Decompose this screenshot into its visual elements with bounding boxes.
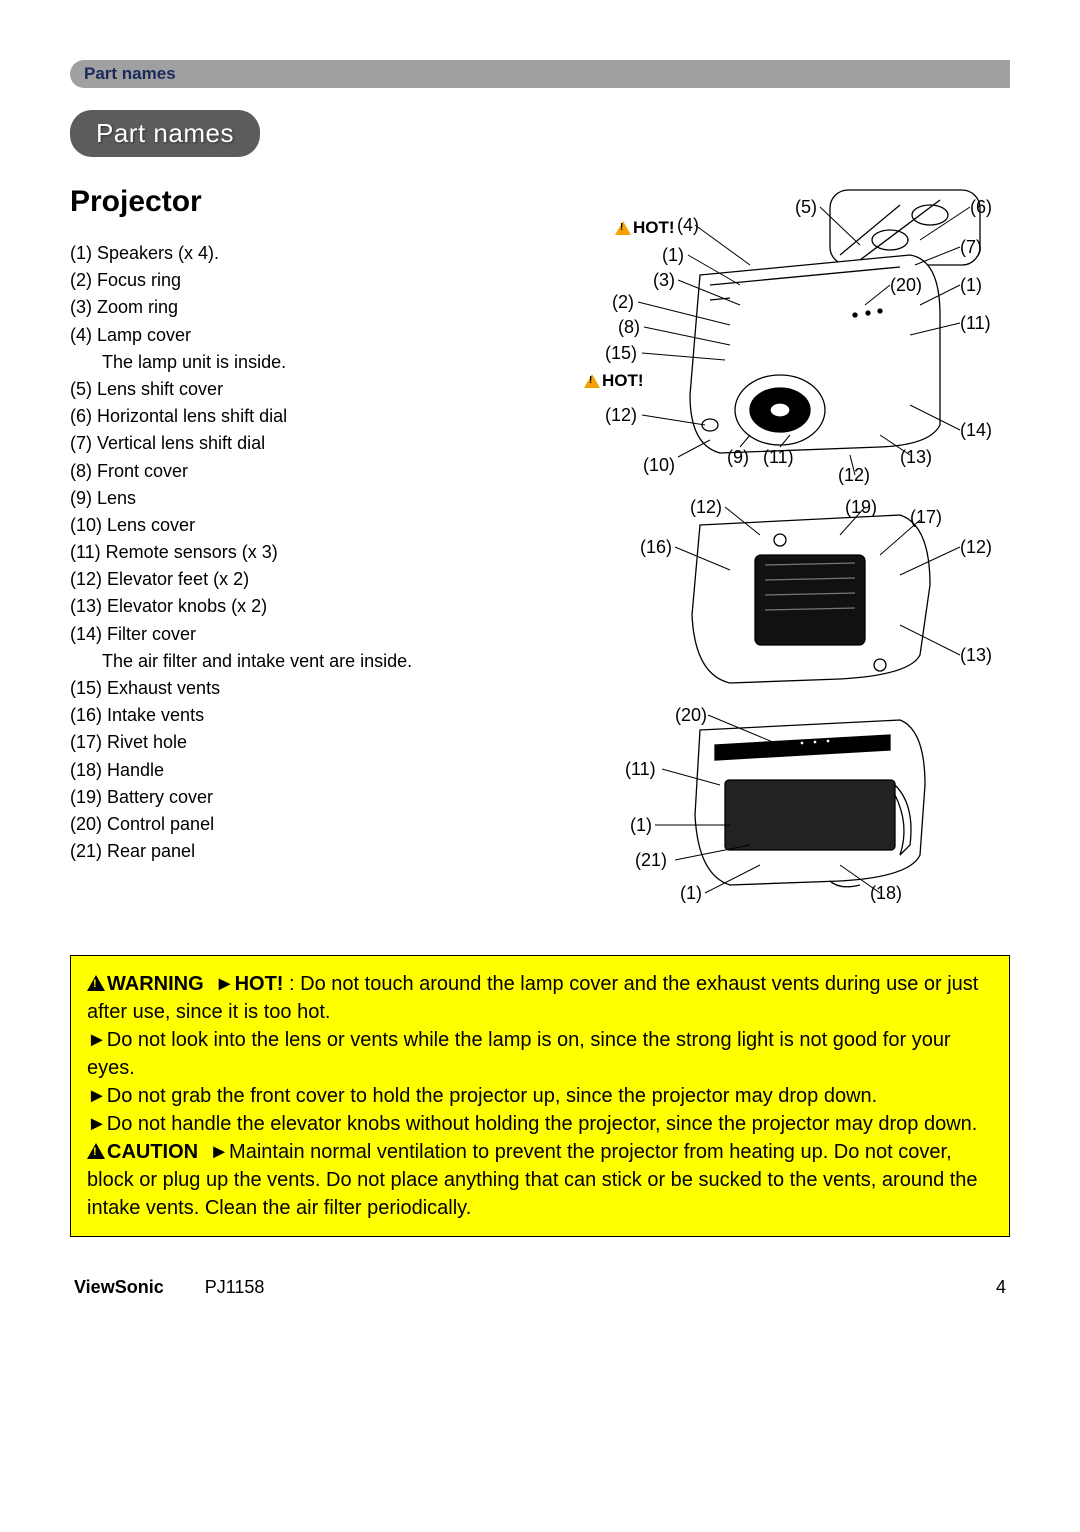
- diagram-callout: (2): [612, 292, 634, 313]
- parts-list: (1) Speakers (x 4).(2) Focus ring(3) Zoo…: [70, 241, 560, 864]
- content-row: Projector (1) Speakers (x 4).(2) Focus r…: [70, 185, 1010, 925]
- diagram-callout: (1): [662, 245, 684, 266]
- diagram-callout: (15): [605, 343, 637, 364]
- warning-bullets: ►Do not look into the lens or vents whil…: [87, 1026, 993, 1138]
- right-column: HOT!HOT!(4)(5)(6)(1)(7)(3)(20)(1)(2)(8)(…: [580, 185, 1010, 925]
- warning-bullet: ►Do not handle the elevator knobs withou…: [87, 1110, 993, 1138]
- page-footer: ViewSonic PJ1158 4: [70, 1277, 1010, 1298]
- parts-list-item: (20) Control panel: [70, 812, 560, 837]
- header-bar: Part names: [70, 60, 1010, 88]
- parts-list-item: (8) Front cover: [70, 459, 560, 484]
- caution-label: CAUTION: [107, 1141, 198, 1163]
- hot-label: HOT!: [584, 371, 644, 391]
- diagram-callout: (13): [960, 645, 992, 666]
- left-column: Projector (1) Speakers (x 4).(2) Focus r…: [70, 185, 560, 925]
- diagram-callout: (7): [960, 237, 982, 258]
- warning-icon: [87, 975, 105, 991]
- hot-text: HOT!: [602, 371, 644, 391]
- hot-label: HOT!: [615, 218, 675, 238]
- diagram-callout: (18): [870, 883, 902, 904]
- parts-list-item: (9) Lens: [70, 486, 560, 511]
- parts-list-item: (12) Elevator feet (x 2): [70, 567, 560, 592]
- diagram-callout: (8): [618, 317, 640, 338]
- header-bar-text: Part names: [84, 64, 176, 83]
- diagram-callout: (20): [675, 705, 707, 726]
- parts-list-item: (5) Lens shift cover: [70, 377, 560, 402]
- parts-list-item: The air filter and intake vent are insid…: [102, 649, 560, 674]
- footer-left: ViewSonic PJ1158: [74, 1277, 264, 1298]
- hot-triangle-icon: [584, 374, 600, 388]
- diagram-callout: (11): [960, 313, 991, 334]
- caution-icon: [87, 1143, 105, 1159]
- diagram-callout: (1): [680, 883, 702, 904]
- parts-list-item: (11) Remote sensors (x 3): [70, 540, 560, 565]
- arrow-icon: ►: [209, 1141, 229, 1163]
- parts-list-item: (21) Rear panel: [70, 839, 560, 864]
- parts-list-item: The lamp unit is inside.: [102, 350, 560, 375]
- warning-box: WARNING ►HOT! : Do not touch around the …: [70, 955, 1010, 1237]
- parts-list-item: (3) Zoom ring: [70, 295, 560, 320]
- warning-bullet: ►Do not grab the front cover to hold the…: [87, 1082, 993, 1110]
- diagram-callout: (10): [643, 455, 675, 476]
- parts-list-item: (14) Filter cover: [70, 622, 560, 647]
- diagram-callout: (12): [838, 465, 870, 486]
- warning-bullet: ►Do not look into the lens or vents whil…: [87, 1026, 993, 1082]
- parts-list-item: (19) Battery cover: [70, 785, 560, 810]
- diagram-callout: (11): [625, 759, 656, 780]
- diagram-callout: (1): [960, 275, 982, 296]
- diagram-callout: (13): [900, 447, 932, 468]
- parts-list-item: (2) Focus ring: [70, 268, 560, 293]
- diagram-callout: (17): [910, 507, 942, 528]
- diagram-callout: (12): [960, 537, 992, 558]
- hot-text: HOT!: [633, 218, 675, 238]
- warning-label: WARNING: [107, 973, 204, 995]
- diagram-callout: (6): [970, 197, 992, 218]
- hot-label: HOT!: [235, 973, 284, 995]
- parts-list-item: (16) Intake vents: [70, 703, 560, 728]
- footer-page: 4: [996, 1277, 1006, 1298]
- projector-diagram: HOT!HOT!(4)(5)(6)(1)(7)(3)(20)(1)(2)(8)(…: [580, 185, 1010, 925]
- footer-brand: ViewSonic: [74, 1277, 164, 1297]
- diagram-callout: (20): [890, 275, 922, 296]
- diagram-callout: (14): [960, 420, 992, 441]
- hot-triangle-icon: [615, 221, 631, 235]
- parts-list-item: (18) Handle: [70, 758, 560, 783]
- diagram-callout: (5): [795, 197, 817, 218]
- parts-list-item: (13) Elevator knobs (x 2): [70, 594, 560, 619]
- diagram-callout: (9): [727, 447, 749, 468]
- parts-list-item: (1) Speakers (x 4).: [70, 241, 560, 266]
- parts-list-item: (10) Lens cover: [70, 513, 560, 538]
- section-title-pill: Part names: [70, 110, 260, 157]
- diagram-callout: (21): [635, 850, 667, 871]
- footer-model: PJ1158: [205, 1277, 265, 1297]
- parts-list-item: (7) Vertical lens shift dial: [70, 431, 560, 456]
- diagram-callout: (11): [763, 447, 794, 468]
- subheading-projector: Projector: [70, 185, 560, 219]
- diagram-callout: (3): [653, 270, 675, 291]
- diagram-callout: (12): [690, 497, 722, 518]
- diagram-callout: (1): [630, 815, 652, 836]
- diagram-callout: (19): [845, 497, 877, 518]
- diagram-callout: (16): [640, 537, 672, 558]
- diagram-callout: (12): [605, 405, 637, 426]
- parts-list-item: (15) Exhaust vents: [70, 676, 560, 701]
- arrow-icon: ►: [215, 973, 235, 995]
- parts-list-item: (4) Lamp cover: [70, 323, 560, 348]
- diagram-callout: (4): [677, 215, 699, 236]
- parts-list-item: (17) Rivet hole: [70, 730, 560, 755]
- parts-list-item: (6) Horizontal lens shift dial: [70, 404, 560, 429]
